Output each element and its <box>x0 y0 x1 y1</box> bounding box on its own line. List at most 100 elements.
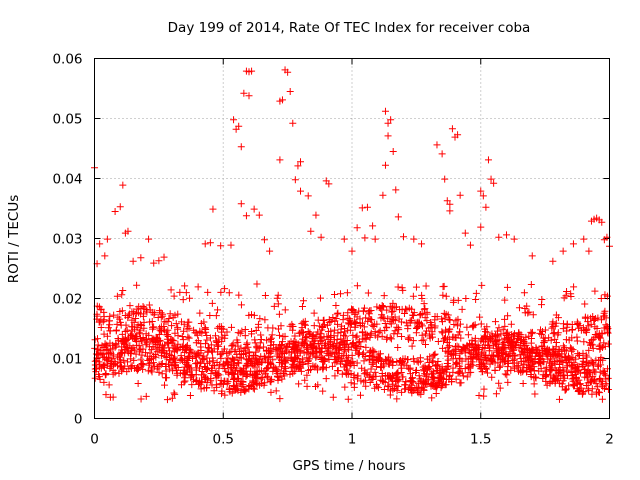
data-point <box>177 352 185 360</box>
data-point <box>227 348 235 356</box>
data-point <box>574 388 582 396</box>
data-point <box>501 315 509 323</box>
data-point <box>589 335 597 343</box>
data-point <box>435 378 443 386</box>
data-point <box>556 366 564 374</box>
data-point <box>454 131 462 139</box>
data-point <box>310 322 318 330</box>
data-point <box>266 377 274 385</box>
data-point <box>162 367 170 375</box>
y-axis-label: ROTI / TECUs <box>6 195 22 283</box>
data-point <box>263 365 271 373</box>
data-point <box>178 333 186 341</box>
data-point <box>190 376 198 384</box>
data-point <box>546 367 554 375</box>
data-point <box>538 296 546 304</box>
data-point <box>527 367 535 375</box>
data-point <box>391 303 399 311</box>
data-point <box>344 309 352 317</box>
data-point <box>140 324 148 332</box>
data-point <box>284 340 292 348</box>
data-point <box>173 344 181 352</box>
data-point <box>192 364 200 372</box>
data-point <box>448 125 456 133</box>
data-point <box>91 374 99 382</box>
data-point <box>454 315 462 323</box>
data-point <box>198 329 206 337</box>
tick-layer: 0 0.01 0.02 0.03 0.04 0.05 0.06 0 0.5 1 1.5 2 <box>52 52 613 448</box>
data-point <box>119 181 127 189</box>
data-point <box>429 333 437 341</box>
data-point <box>346 316 354 324</box>
data-point <box>434 358 442 366</box>
data-point <box>319 364 327 372</box>
data-point <box>433 361 441 369</box>
data-point <box>397 361 405 369</box>
data-point <box>241 387 249 395</box>
data-point <box>170 360 178 368</box>
data-point <box>276 345 284 353</box>
data-point <box>180 366 188 374</box>
data-point <box>562 366 570 374</box>
data-point <box>377 314 385 322</box>
data-point <box>504 378 512 386</box>
data-point <box>130 356 138 364</box>
data-point <box>560 371 568 379</box>
data-point <box>354 339 362 347</box>
data-point <box>247 359 255 367</box>
data-point <box>156 307 164 315</box>
data-point <box>275 373 283 381</box>
data-point <box>248 330 256 338</box>
data-point <box>308 335 316 343</box>
data-point <box>117 349 125 357</box>
data-point <box>113 320 121 328</box>
data-point <box>495 233 503 241</box>
data-point <box>347 379 355 387</box>
data-point <box>137 395 145 403</box>
data-point <box>297 367 305 375</box>
data-point <box>420 336 428 344</box>
data-point <box>264 324 272 332</box>
data-point <box>500 334 508 342</box>
data-point <box>421 305 429 313</box>
data-point <box>304 358 312 366</box>
data-point <box>345 320 353 328</box>
data-point <box>555 379 563 387</box>
data-point <box>568 361 576 369</box>
data-point <box>251 336 259 344</box>
data-point <box>137 334 145 342</box>
data-point <box>140 304 148 312</box>
data-point <box>255 211 263 219</box>
data-point <box>209 361 217 369</box>
data-point <box>353 332 361 340</box>
data-point <box>197 371 205 379</box>
data-point <box>161 353 169 361</box>
data-point <box>375 328 383 336</box>
y-tick-label: 0 <box>74 412 83 428</box>
data-point <box>381 378 389 386</box>
data-point <box>549 318 557 326</box>
data-point <box>459 372 467 380</box>
data-point <box>277 350 285 358</box>
data-point <box>277 341 285 349</box>
data-point <box>597 316 605 324</box>
data-point <box>298 303 306 311</box>
data-point <box>349 339 357 347</box>
data-point <box>252 348 260 356</box>
data-point <box>168 322 176 330</box>
data-point <box>125 365 133 373</box>
data-point <box>371 368 379 376</box>
data-point <box>392 186 400 194</box>
data-point <box>445 327 453 335</box>
data-point <box>439 375 447 383</box>
data-point <box>369 222 377 230</box>
data-point <box>386 334 394 342</box>
data-point <box>469 323 477 331</box>
data-point <box>361 234 369 242</box>
data-point <box>385 353 393 361</box>
data-point <box>350 373 358 381</box>
data-point <box>185 334 193 342</box>
data-point <box>485 341 493 349</box>
data-point <box>438 150 446 158</box>
data-point <box>235 291 243 299</box>
